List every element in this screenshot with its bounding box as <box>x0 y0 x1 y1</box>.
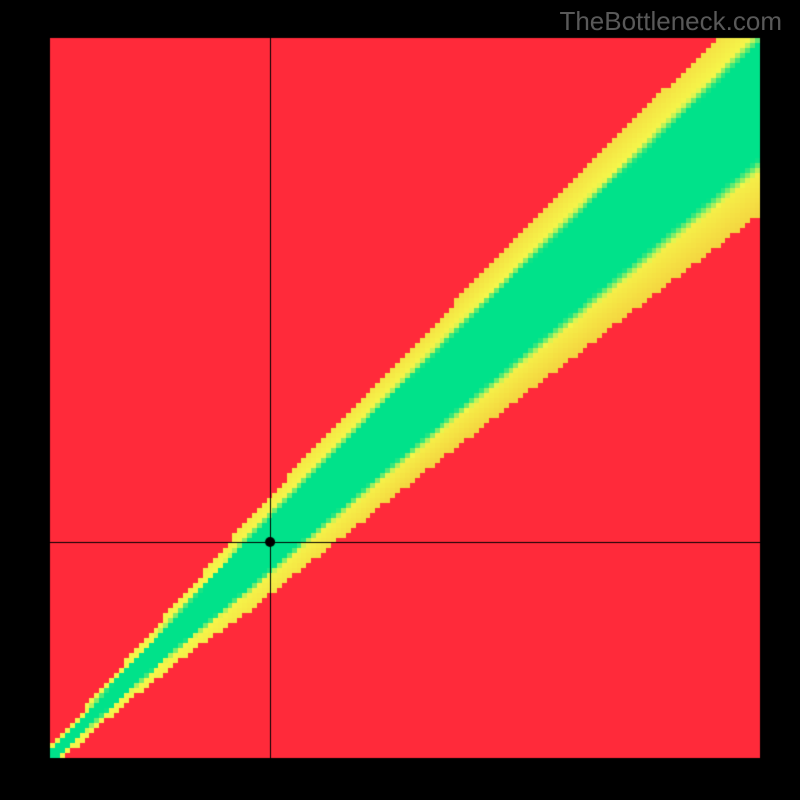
bottleneck-heatmap <box>0 0 800 800</box>
watermark-text: TheBottleneck.com <box>559 6 782 37</box>
chart-container: TheBottleneck.com <box>0 0 800 800</box>
